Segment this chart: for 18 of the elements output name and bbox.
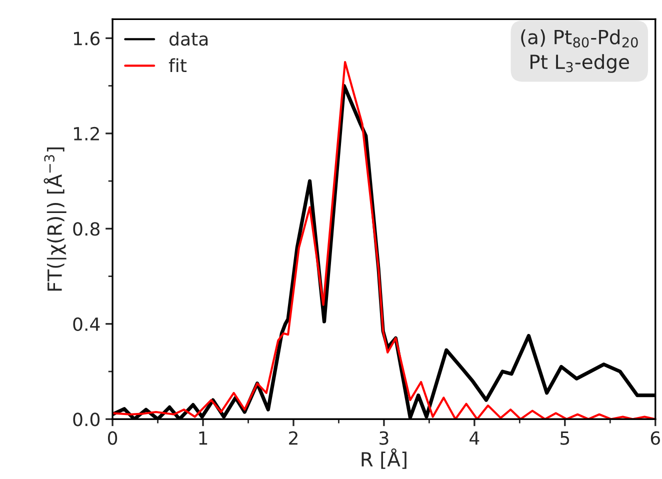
x-tick-label: 6 bbox=[650, 431, 660, 445]
annotation: (a) Pt$_{80}$-Pd$_{20}$ bbox=[521, 29, 638, 48]
x-tick-label: 4 bbox=[470, 431, 480, 445]
x-tick-label: 1 bbox=[199, 431, 208, 445]
y-axis-title: FT(|χ(R)|) [Å$^{−3}$] bbox=[44, 148, 66, 291]
x-tick-label: 0 bbox=[108, 431, 118, 445]
y-tick-label: 1.2 bbox=[74, 126, 99, 140]
x-tick-label: 5 bbox=[560, 431, 570, 445]
x-axis-title: R [Å] bbox=[362, 448, 406, 469]
y-tick-label: 0.0 bbox=[73, 412, 100, 426]
annotation: Pt L$_{3}$-edge bbox=[530, 54, 629, 73]
y-tick-label: 1.6 bbox=[74, 32, 100, 46]
legend-label: data bbox=[170, 32, 208, 46]
legend-label: fit bbox=[168, 58, 187, 72]
y-tick-label: 0.4 bbox=[73, 317, 100, 332]
x-tick-label: 2 bbox=[289, 431, 298, 445]
x-tick-label: 3 bbox=[380, 431, 388, 445]
y-tick-label: 0.8 bbox=[73, 222, 100, 236]
